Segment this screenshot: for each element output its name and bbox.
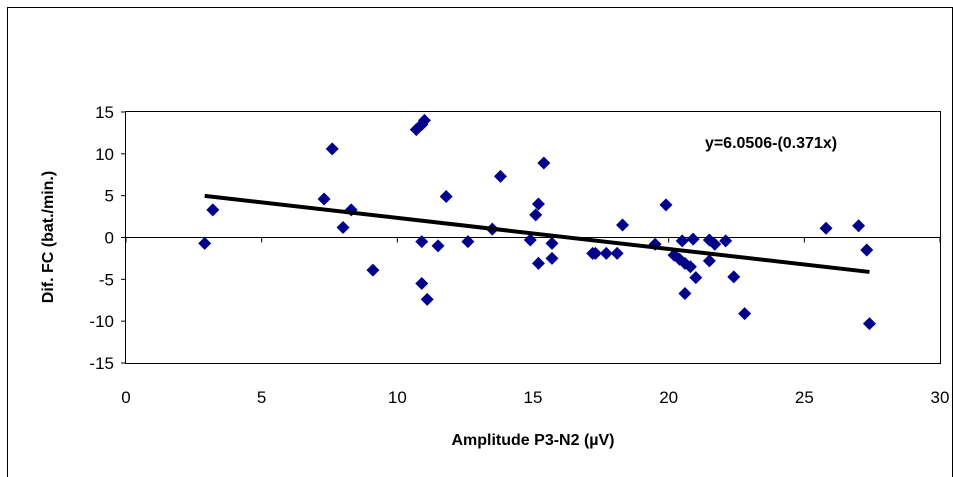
data-point [727, 270, 741, 284]
data-point [431, 239, 445, 253]
data-point [852, 219, 866, 233]
data-point [588, 246, 602, 260]
data-point [689, 271, 703, 285]
y-tick-label: 5 [105, 187, 114, 206]
data-point [683, 260, 697, 274]
data-point [409, 123, 423, 137]
data-point [206, 203, 220, 217]
data-point [545, 236, 559, 250]
data-point [610, 246, 624, 260]
data-point [415, 235, 429, 249]
data-point [860, 243, 874, 257]
x-tick-label: 5 [257, 388, 266, 407]
y-tick-label: -15 [89, 354, 114, 373]
x-tick-label: 30 [931, 388, 950, 407]
data-point [325, 142, 339, 156]
data-point [493, 169, 507, 183]
data-point [708, 237, 722, 251]
data-point [529, 208, 543, 222]
data-point [317, 192, 331, 206]
data-point [531, 197, 545, 211]
data-point [659, 198, 673, 212]
data-point [415, 277, 429, 291]
trendline-group [204, 193, 870, 274]
trendline [204, 193, 870, 274]
y-tick-label: 0 [105, 229, 114, 248]
data-point [686, 232, 700, 246]
data-point [862, 317, 876, 331]
regression-equation: y=6.0506-(0.371x) [705, 135, 837, 152]
data-point [461, 235, 475, 249]
data-point [819, 221, 833, 235]
x-axis-label: Amplitude P3-N2 (µV) [451, 432, 614, 449]
y-tick-label: 15 [95, 103, 114, 122]
data-point [702, 254, 716, 268]
y-axis-label: Dif. FC (bat./min.) [40, 171, 57, 303]
data-point [678, 287, 692, 301]
data-point [420, 292, 434, 306]
data-point [198, 236, 212, 250]
axes: -15 -10 -5 0 5 10 15 0 5 10 15 20 25 30 [89, 103, 949, 407]
data-point [545, 251, 559, 265]
data-point [366, 263, 380, 277]
x-tick-label: 20 [659, 388, 678, 407]
x-tick-label: 25 [795, 388, 814, 407]
data-point [616, 218, 630, 232]
data-point [523, 233, 537, 247]
data-point [417, 113, 431, 127]
y-tick-label: 10 [95, 145, 114, 164]
y-tick-label: -10 [89, 312, 114, 331]
data-point [719, 234, 733, 248]
data-point [336, 220, 350, 234]
data-point [675, 234, 689, 248]
x-tick-label: 10 [388, 388, 407, 407]
data-point [599, 246, 613, 260]
data-point [439, 190, 453, 204]
data-point [537, 156, 551, 170]
y-tick-label: -5 [99, 270, 114, 289]
data-point [738, 307, 752, 321]
x-tick-label: 0 [121, 388, 130, 407]
data-point [531, 256, 545, 270]
x-tick-label: 15 [524, 388, 543, 407]
data-points [198, 113, 876, 331]
